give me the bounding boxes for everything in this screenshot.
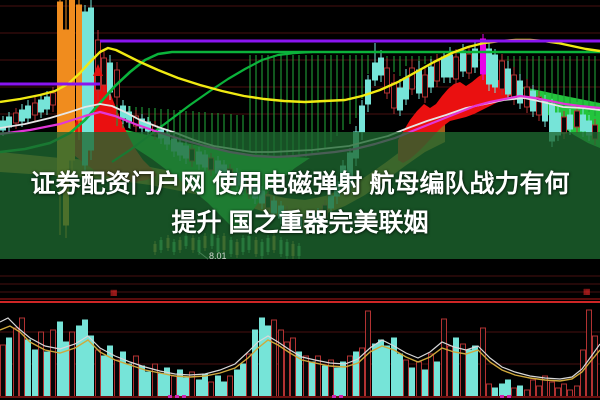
right-marker-icon: ▦ xyxy=(583,287,591,296)
price-annotation: 8.01 xyxy=(209,251,227,261)
vol-ma-white xyxy=(0,317,600,380)
headline-line2: 提升 国之重器完美联姻 xyxy=(171,209,429,237)
left-marker-icon: ▦ xyxy=(110,288,118,297)
baseline-marks xyxy=(168,395,511,398)
headline-line1: 证券配资门户网 使用电磁弹射 航母编队战力有何 xyxy=(30,170,570,198)
volume-bars xyxy=(0,309,598,398)
signal-triangle xyxy=(93,64,103,76)
vol-ma-yellow xyxy=(0,325,600,382)
headline-overlay: 证券配资门户网 使用电磁弹射 航母编队战力有何 提升 国之重器完美联姻 xyxy=(0,132,600,259)
